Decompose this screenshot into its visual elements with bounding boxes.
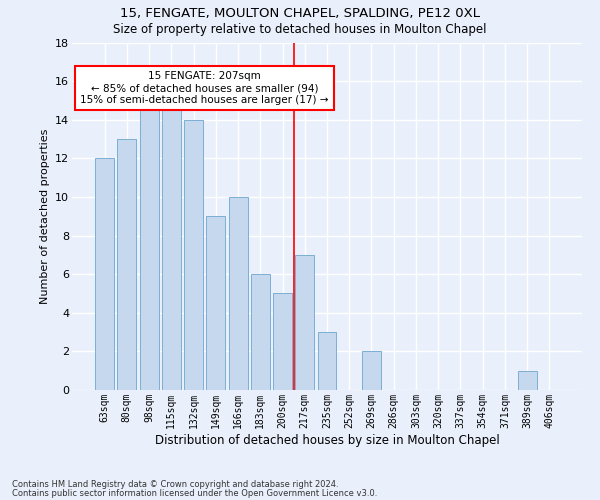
Text: 15 FENGATE: 207sqm
← 85% of detached houses are smaller (94)
15% of semi-detache: 15 FENGATE: 207sqm ← 85% of detached hou… xyxy=(80,72,329,104)
Bar xyxy=(140,100,158,390)
Bar xyxy=(118,139,136,390)
Bar xyxy=(95,158,114,390)
Bar xyxy=(295,255,314,390)
Bar xyxy=(518,370,536,390)
Bar xyxy=(362,352,381,390)
Text: Contains HM Land Registry data © Crown copyright and database right 2024.: Contains HM Land Registry data © Crown c… xyxy=(12,480,338,489)
Text: Contains public sector information licensed under the Open Government Licence v3: Contains public sector information licen… xyxy=(12,488,377,498)
Text: Size of property relative to detached houses in Moulton Chapel: Size of property relative to detached ho… xyxy=(113,22,487,36)
Bar xyxy=(206,216,225,390)
Bar xyxy=(251,274,270,390)
X-axis label: Distribution of detached houses by size in Moulton Chapel: Distribution of detached houses by size … xyxy=(155,434,499,446)
Bar xyxy=(184,120,203,390)
Bar xyxy=(162,100,181,390)
Y-axis label: Number of detached properties: Number of detached properties xyxy=(40,128,50,304)
Bar xyxy=(229,197,248,390)
Bar xyxy=(317,332,337,390)
Bar xyxy=(273,294,292,390)
Text: 15, FENGATE, MOULTON CHAPEL, SPALDING, PE12 0XL: 15, FENGATE, MOULTON CHAPEL, SPALDING, P… xyxy=(120,8,480,20)
